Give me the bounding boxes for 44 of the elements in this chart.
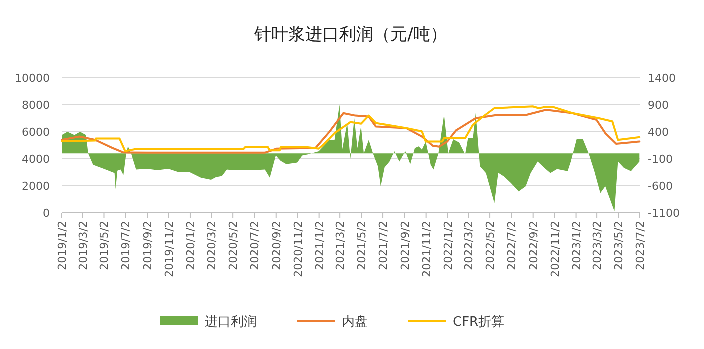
y2-tick-label: -100 — [648, 153, 673, 166]
x-tick-label: 2022/11/2 — [548, 221, 562, 278]
x-tick-label: 2019/7/2 — [120, 221, 133, 270]
x-tick-label: 2020/3/2 — [206, 221, 219, 270]
x-tick-label: 2019/9/2 — [142, 221, 155, 270]
y2-tick-label: 900 — [648, 99, 669, 112]
x-tick-label: 2023/3/2 — [591, 221, 604, 270]
y2-tick-label: 1400 — [648, 72, 676, 85]
x-tick-label: 2019/1/2 — [56, 221, 69, 270]
x-tick-label: 2023/5/2 — [612, 221, 626, 270]
y2-tick-label: 400 — [648, 126, 669, 139]
x-tick-label: 2021/5/2 — [356, 221, 369, 270]
x-tick-label: 2021/9/2 — [398, 221, 412, 270]
y-tick-label: 2000 — [22, 180, 50, 193]
x-tick-label: 2021/7/2 — [377, 221, 390, 270]
y2-tick-label: -1100 — [648, 207, 680, 220]
x-tick-label: 2022/7/2 — [506, 221, 519, 270]
x-tick-label: 2023/1/2 — [570, 221, 584, 270]
x-tick-label: 2021/11/2 — [420, 221, 434, 278]
x-tick-label: 2020/7/2 — [248, 221, 262, 270]
y2-tick-label: -600 — [648, 180, 673, 193]
legend-label: 进口利润 — [205, 315, 257, 330]
x-tick-label: 2021/3/2 — [334, 221, 348, 270]
y-tick-label: 0 — [43, 207, 50, 220]
x-tick-label: 2020/9/2 — [270, 221, 284, 270]
y-tick-label: 4000 — [22, 153, 50, 166]
x-tick-label: 2019/5/2 — [98, 221, 112, 270]
chart-title: 针叶浆进口利润（元/吨） — [254, 25, 448, 45]
x-tick-label: 2020/11/2 — [292, 221, 305, 278]
y-tick-label: 10000 — [15, 72, 50, 85]
x-tick-label: 2023/7/2 — [634, 221, 647, 270]
y-tick-label: 6000 — [22, 126, 50, 139]
x-tick-label: 2022/1/2 — [442, 221, 455, 270]
x-tick-label: 2022/9/2 — [527, 221, 540, 270]
legend-label: CFR折算 — [453, 315, 505, 330]
x-tick-label: 2020/5/2 — [227, 221, 240, 270]
x-tick-label: 2019/3/2 — [76, 221, 90, 270]
legend-label: 内盘 — [342, 315, 368, 330]
x-tick-label: 2022/5/2 — [484, 221, 498, 270]
x-tick-label: 2020/1/2 — [184, 221, 198, 270]
x-tick-label: 2021/1/2 — [313, 221, 326, 270]
x-tick-label: 2022/3/2 — [462, 221, 476, 270]
x-tick-label: 2019/11/2 — [163, 221, 176, 278]
y-tick-label: 8000 — [22, 99, 50, 112]
